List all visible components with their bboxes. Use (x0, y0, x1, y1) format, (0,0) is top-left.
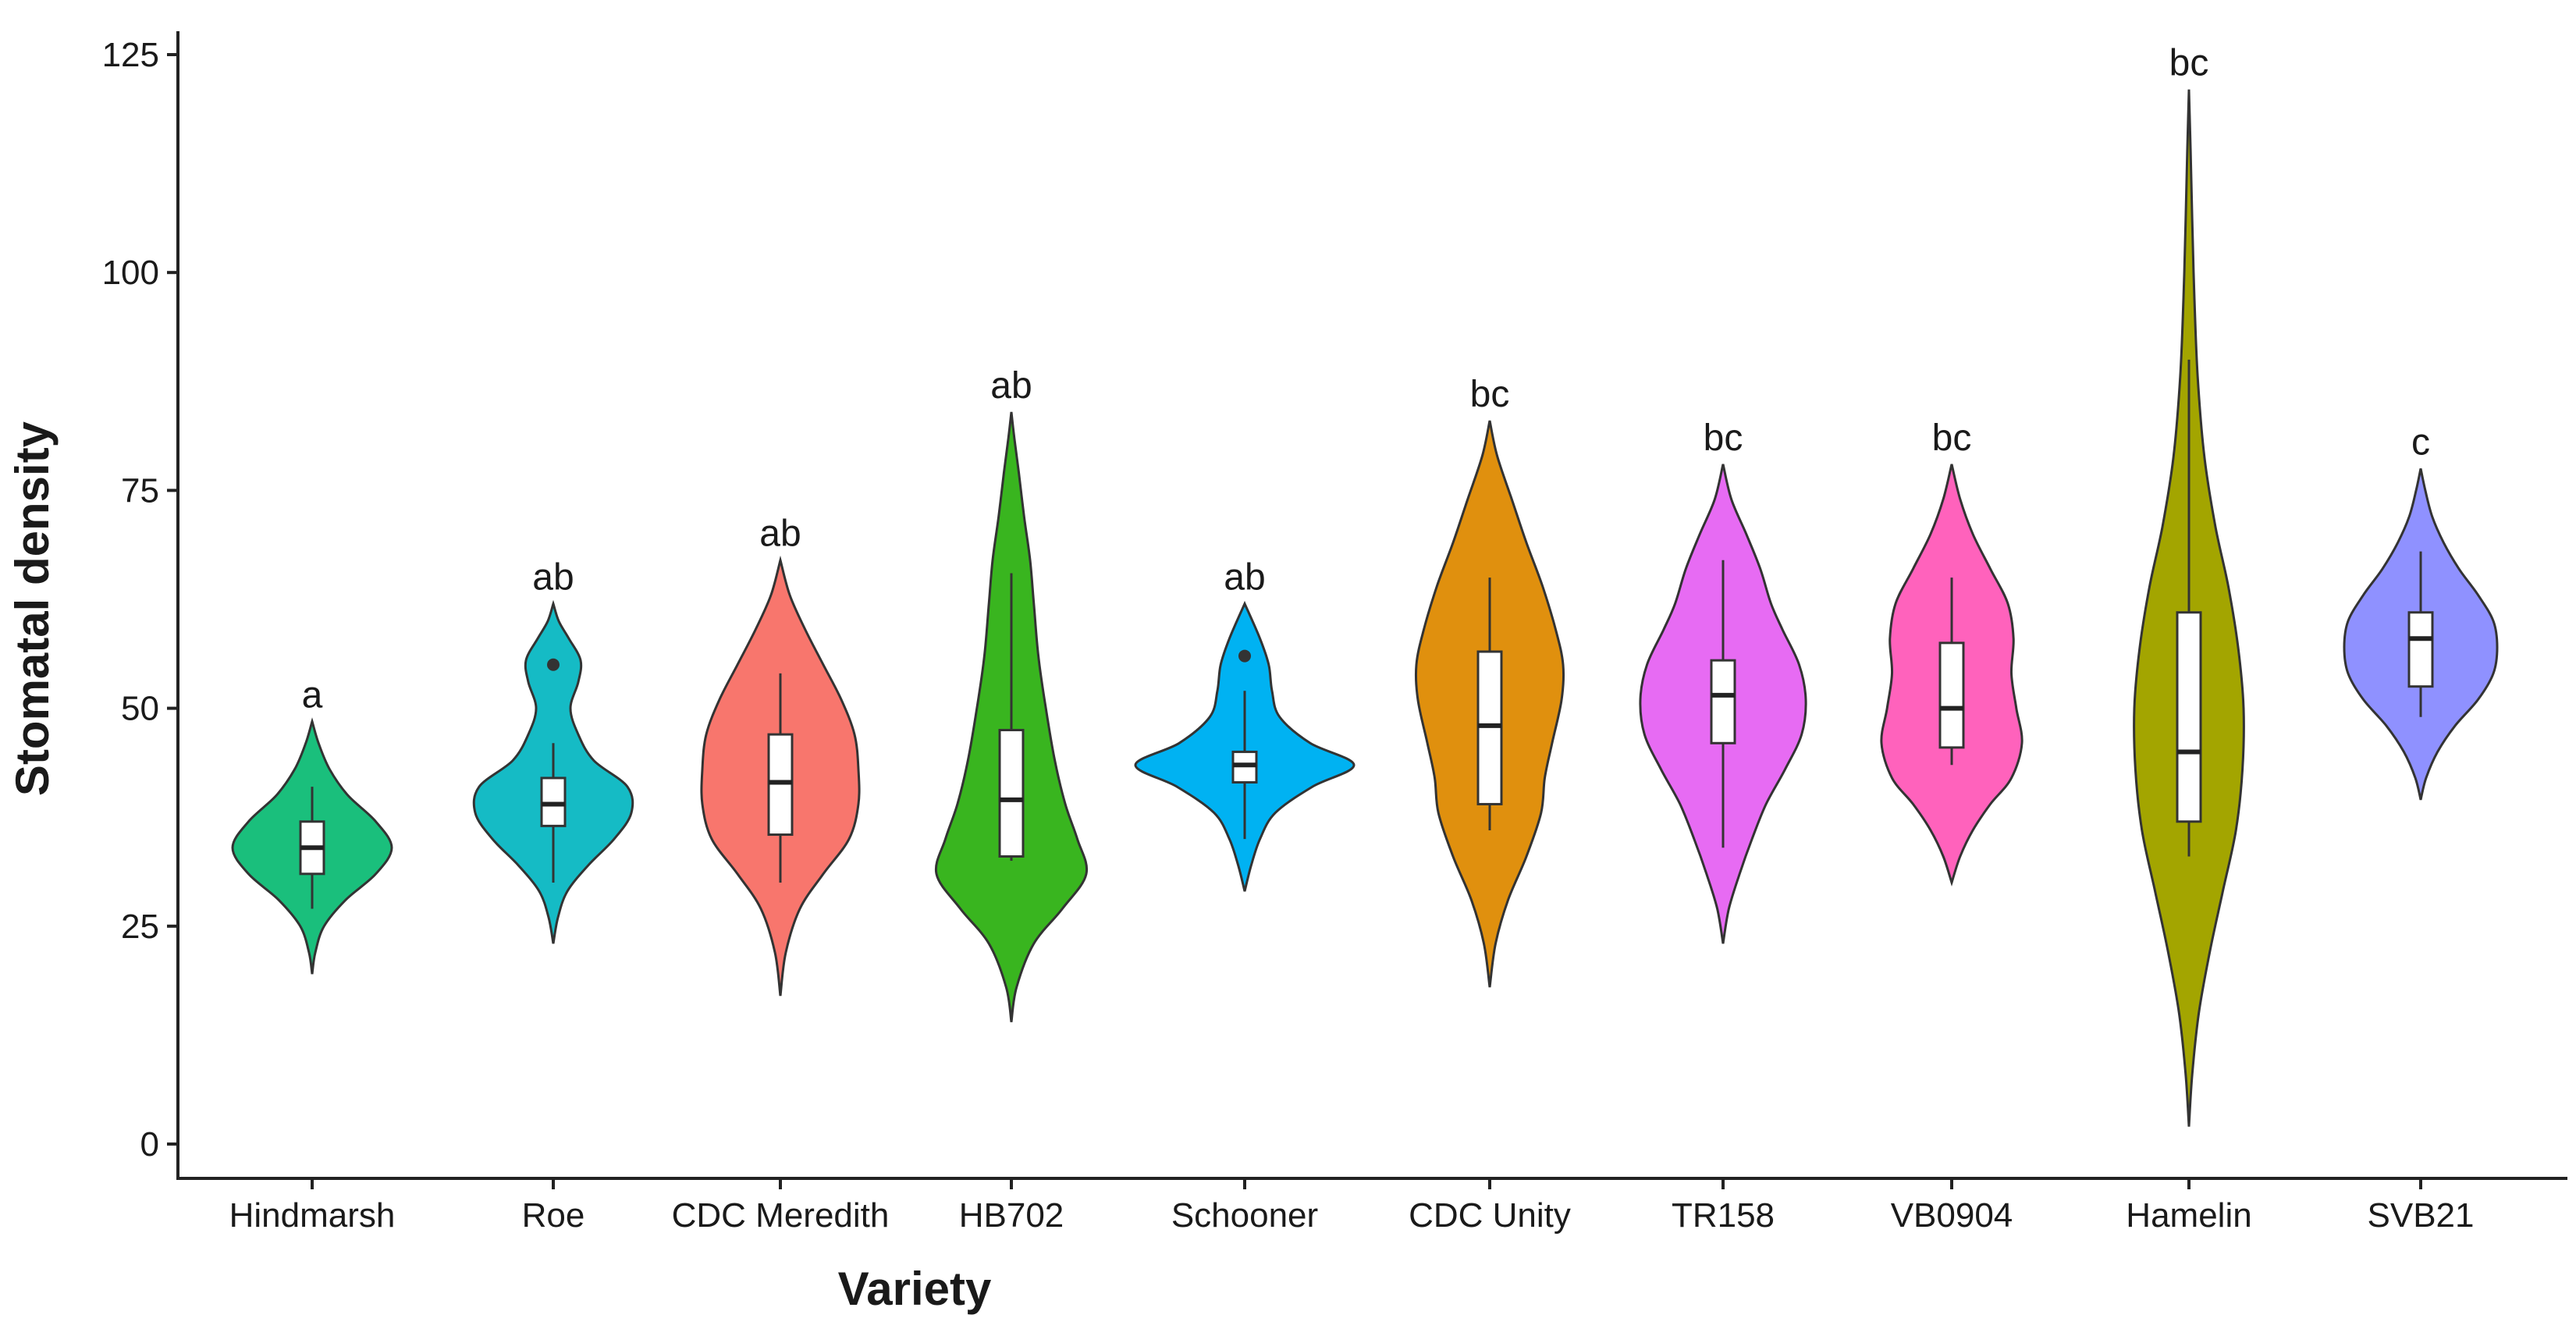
y-tick-label: 100 (102, 254, 159, 292)
violin-roe: ab (472, 557, 634, 944)
x-tick-label: Hindmarsh (229, 1196, 396, 1235)
violin-hamelin: bc (2133, 43, 2245, 1127)
x-tick-label: Schooner (1171, 1196, 1318, 1235)
axes (176, 31, 2567, 1180)
x-tick-label: TR158 (1672, 1196, 1775, 1235)
x-tick-label: Hamelin (2126, 1196, 2251, 1235)
violin-layer: a ab ab ab ab bc bc bc bc c (231, 43, 2499, 1127)
x-tick-label: CDC Meredith (672, 1196, 890, 1235)
y-tick-label: 0 (140, 1125, 159, 1164)
outlier-point (547, 658, 560, 671)
x-tick-label: CDC Unity (1409, 1196, 1571, 1235)
y-axis-ticks: 0 25 50 75 100 125 (102, 36, 178, 1164)
box-iqr (998, 729, 1025, 858)
box-iqr (1710, 659, 1736, 744)
violin-vb0904: bc (1880, 418, 2023, 887)
significance-label: ab (759, 513, 801, 555)
significance-label: ab (1224, 557, 1265, 599)
x-tick-label: VB0904 (1891, 1196, 2013, 1235)
x-tick-label: HB702 (959, 1196, 1064, 1235)
violin-tr158: bc (1639, 418, 1807, 944)
violin-cdc-meredith: ab (700, 513, 861, 997)
y-axis-title: Stomatal density (6, 421, 59, 796)
box-iqr (2407, 611, 2434, 688)
x-axis-ticks: Hindmarsh Roe CDC Meredith HB702 Schooner CDC… (229, 1178, 2475, 1235)
significance-label: bc (1704, 418, 1743, 459)
x-tick-label: SVB21 (2368, 1196, 2475, 1235)
violin-svb21: c (2343, 421, 2499, 801)
significance-label: bc (1932, 418, 1972, 459)
outlier-point (1238, 649, 1251, 663)
y-tick-label: 75 (121, 471, 159, 510)
x-tick-label: Roe (522, 1196, 585, 1235)
significance-label: c (2411, 421, 2430, 463)
y-tick-label: 50 (121, 690, 159, 728)
violin-hindmarsh: a (231, 674, 393, 975)
violin-schooner: ab (1134, 557, 1356, 892)
box-iqr (1938, 641, 1965, 749)
significance-label: ab (532, 557, 574, 599)
significance-label: ab (990, 365, 1032, 407)
significance-label: a (302, 674, 323, 716)
violin-hb702: ab (934, 365, 1089, 1022)
box-iqr (2176, 611, 2202, 823)
y-tick-label: 25 (121, 908, 159, 946)
significance-label: bc (1470, 374, 1510, 415)
y-tick-label: 125 (102, 36, 159, 74)
x-axis-title: Variety (838, 1263, 992, 1315)
significance-label: bc (2169, 43, 2209, 84)
violin-cdc-unity: bc (1414, 374, 1565, 988)
